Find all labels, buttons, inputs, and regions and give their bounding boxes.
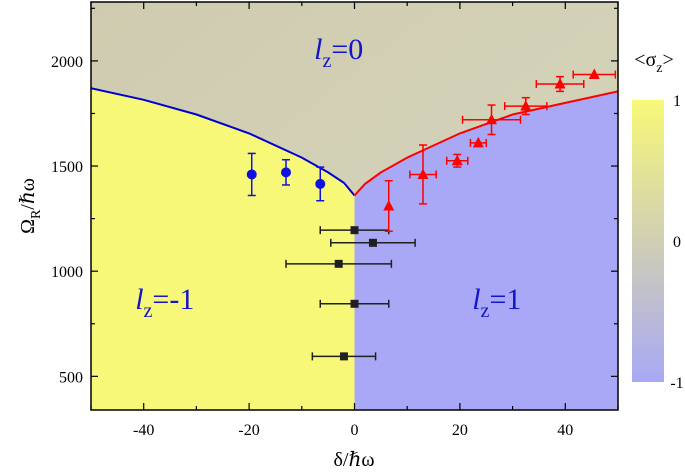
square-marker [368,238,377,247]
region-lz-plus1 [354,91,618,410]
triangle-marker [472,136,484,148]
data-point [445,153,469,168]
y-tick-label: 1000 [51,264,83,281]
triangle-marker [451,154,463,166]
triangle-marker [417,168,429,179]
data-point [409,144,437,205]
data-point [383,180,395,232]
circle-points [246,152,326,202]
data-point [330,238,416,247]
x-axis-label-text: δ/ℏω [333,449,374,471]
colorbar-title-tail: > [663,49,674,71]
x-axis-label: δ/ℏω [333,449,374,471]
colorbar-title-main: <σ [634,49,656,71]
square-marker [350,226,359,235]
y-axis-label-tail: /ℏω [17,178,39,210]
triangle-marker [383,200,395,211]
colorbar-gradient [632,100,664,382]
svg-text:ΩR/ℏω: ΩR/ℏω [17,178,44,234]
triangle-marker [520,100,532,111]
region-label-lz0: lz=0 [314,33,363,72]
data-point [311,352,377,361]
data-point [503,96,548,116]
boundary-curve-right [353,90,618,197]
colorbar-title: <σz> [634,49,674,76]
region-label-lz-minus1: lz=-1 [135,283,194,322]
circle-marker [280,167,291,178]
x-tick-label: -20 [238,422,259,439]
y-axis-label: ΩR/ℏω [17,178,44,234]
plot-area: lz=0 lz=-1 lz=1 [90,1,619,411]
data-point [572,68,617,80]
y-tick-label: 2000 [51,54,83,71]
data-point [535,75,585,93]
y-axis-label-main: Ω [17,219,39,234]
triangle-points [383,68,617,232]
triangle-marker [554,78,566,89]
data-point [469,136,487,148]
data-point [285,259,393,268]
y-axis-label-sub: R [29,209,44,219]
x-tick-label: 40 [557,422,573,439]
data-point [315,166,326,202]
square-marker [334,259,343,268]
region-label-lz1: lz=1 [472,283,521,322]
square-marker [350,299,359,308]
x-tick-label: 0 [351,422,359,439]
axes: -40 -20 0 20 40 500 1000 1500 2000 [51,2,619,439]
data-point [461,104,522,136]
colorbar-tick-label: 0 [673,234,681,251]
y-tick-label: 1500 [51,159,83,176]
data-point [280,158,291,186]
boundary-curve-left [91,87,356,197]
x-tick-label: -40 [133,422,154,439]
square-points [285,226,416,361]
colorbar: <σz> 1 0 -1 [632,49,684,392]
triangle-marker [486,113,498,125]
square-marker [339,352,348,361]
y-tick-label: 500 [59,369,83,386]
colorbar-tick-label: -1 [670,375,683,392]
circle-marker [315,178,326,189]
data-point [319,299,390,308]
triangle-marker [588,68,600,80]
colorbar-tick-label: 1 [673,93,681,110]
data-point [246,152,257,197]
colorbar-title-sub: z [656,61,662,76]
x-tick-label: 20 [452,422,468,439]
circle-marker [246,169,257,180]
